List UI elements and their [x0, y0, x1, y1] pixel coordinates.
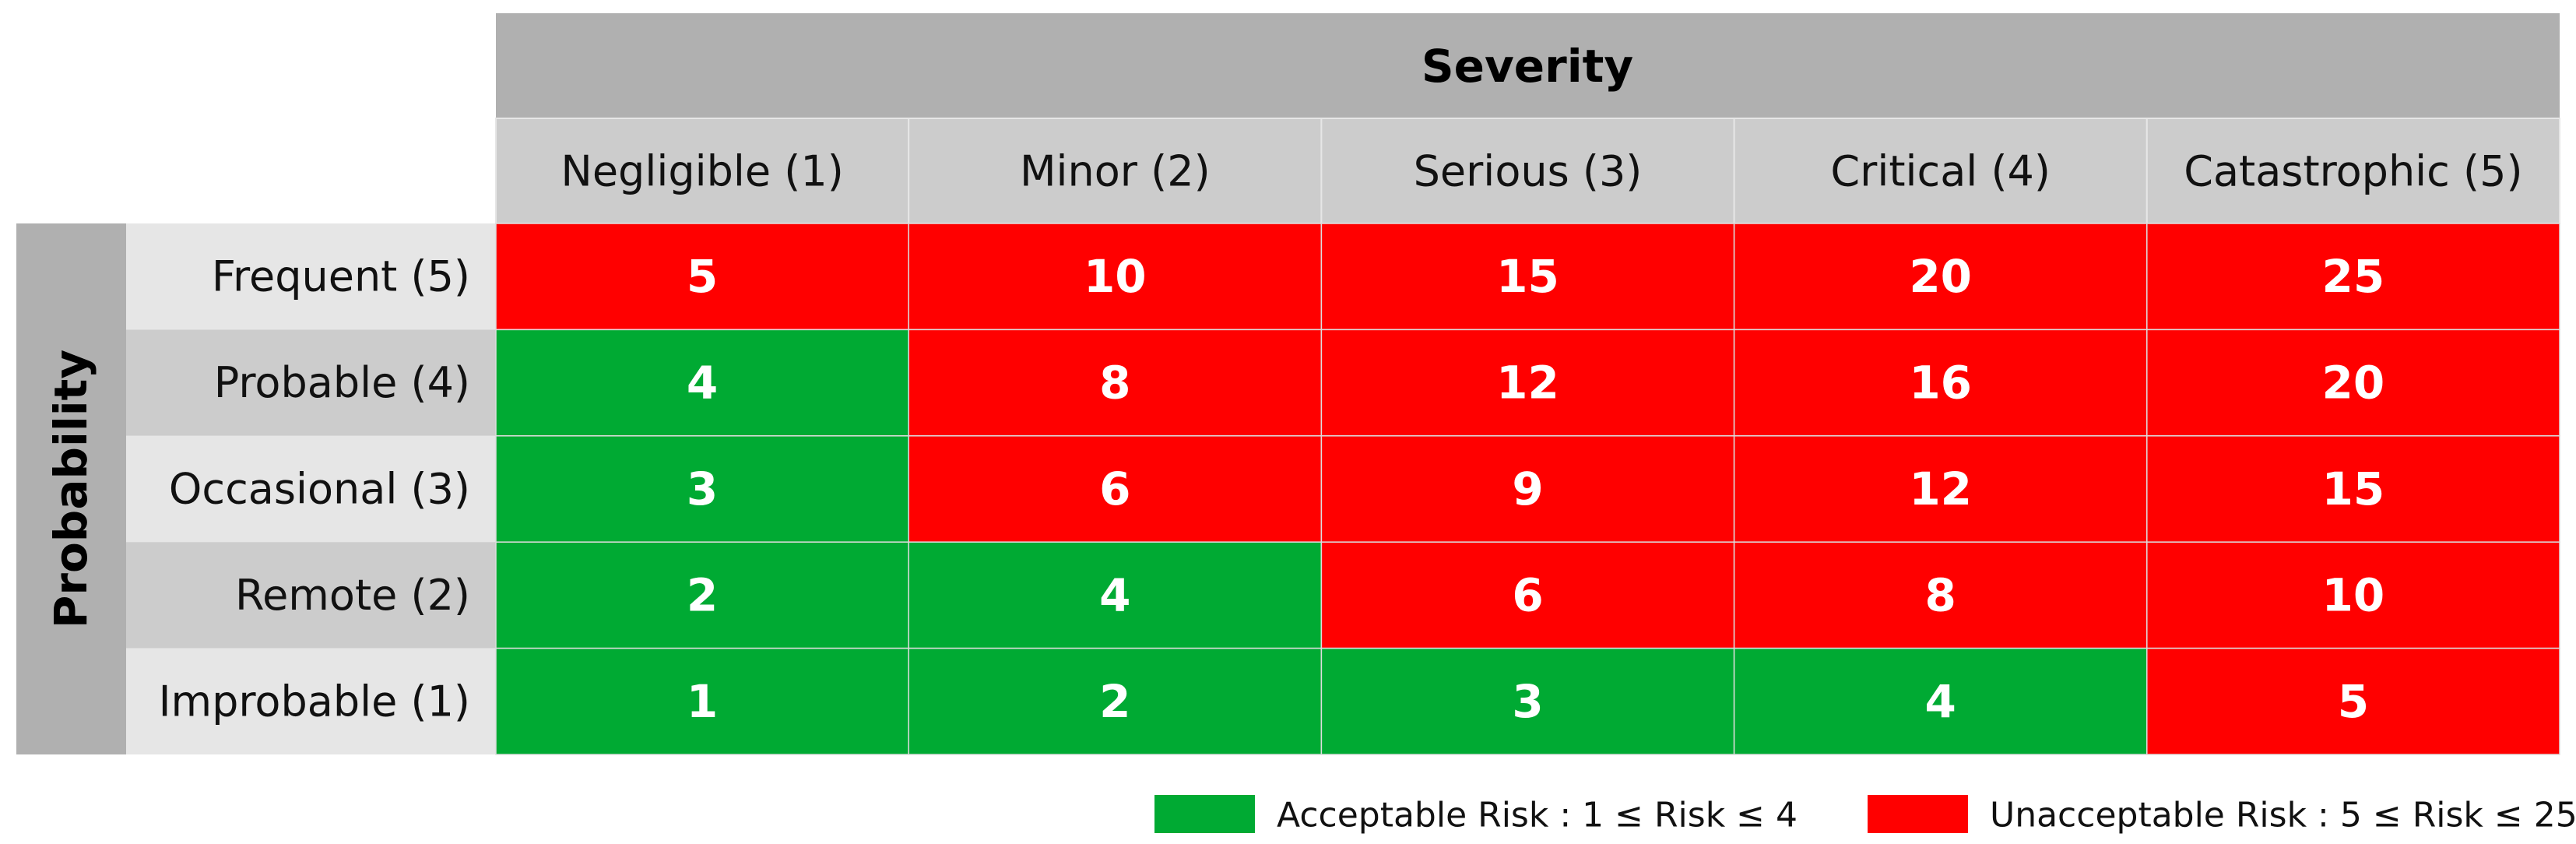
risk-value: 25 [2322, 250, 2385, 303]
column-header-cell [2145, 118, 2561, 224]
risk-value: 10 [1084, 250, 1147, 303]
risk-cell [495, 329, 909, 437]
risk-value: 5 [687, 250, 718, 303]
column-header-cell [1733, 118, 2148, 224]
column-header: Negligible (1) [561, 147, 843, 196]
row-header: Occasional (3) [169, 465, 470, 514]
legend-label: Acceptable Risk : 1 ≤ Risk ≤ 4 [1277, 796, 1798, 835]
row-header: Frequent (5) [212, 252, 470, 301]
risk-cell [908, 329, 1323, 437]
risk-value: 10 [2322, 568, 2385, 621]
row-header-cell [126, 435, 496, 543]
risk-cell [2146, 647, 2560, 755]
row-header-cell [126, 223, 496, 330]
legend-label: Unacceptable Risk : 5 ≤ Risk ≤ 25 [1990, 796, 2576, 835]
risk-cell [908, 647, 1323, 755]
risk-value: 16 [1909, 357, 1972, 410]
risk-cell [495, 647, 909, 755]
risk-cell [908, 223, 1323, 331]
column-header-cell [1320, 118, 1735, 224]
row-header-cell [126, 542, 496, 649]
column-header: Minor (2) [1020, 147, 1211, 196]
risk-cell [1733, 223, 2148, 331]
risk-cell [1320, 541, 1735, 649]
risk-value: 2 [1099, 675, 1130, 728]
risk-cell [2146, 435, 2560, 543]
risk-value: 4 [687, 357, 718, 410]
risk-cell [495, 541, 909, 649]
row-header: Improbable (1) [159, 677, 470, 726]
row-header: Remote (2) [235, 571, 470, 620]
risk-value: 12 [1496, 357, 1559, 410]
column-header: Serious (3) [1414, 147, 1643, 196]
risk-value: 5 [2338, 675, 2369, 728]
row-header: Probable (4) [214, 358, 470, 407]
risk-cell [495, 223, 909, 331]
risk-value: 20 [2322, 357, 2385, 410]
risk-value: 3 [1512, 675, 1543, 728]
risk-cell [2146, 541, 2560, 649]
probability-title: Probability [44, 350, 97, 628]
risk-cell [908, 541, 1323, 649]
risk-cell [1320, 223, 1735, 331]
risk-value: 9 [1512, 462, 1543, 515]
probability-band [16, 223, 126, 754]
risk-value: 3 [687, 462, 718, 515]
risk-value: 8 [1925, 568, 1956, 621]
risk-value: 1 [687, 675, 718, 728]
risk-cell [1733, 647, 2148, 755]
risk-value: 6 [1099, 462, 1130, 515]
risk-value: 4 [1925, 675, 1956, 728]
severity-title: Severity [1422, 40, 1633, 93]
column-header: Critical (4) [1830, 147, 2051, 196]
risk-cell [2146, 223, 2560, 331]
legend-swatch [1868, 795, 1968, 833]
risk-cell [1320, 647, 1735, 755]
legend-swatch [1154, 795, 1255, 833]
risk-cell [1733, 329, 2148, 437]
risk-cell [1733, 435, 2148, 543]
column-header: Catastrophic (5) [2184, 147, 2522, 196]
risk-cell [1320, 435, 1735, 543]
risk-cell [1320, 329, 1735, 437]
risk-value: 6 [1512, 568, 1543, 621]
risk-value: 8 [1099, 357, 1130, 410]
row-header-cell [126, 648, 496, 754]
risk-value: 15 [1496, 250, 1559, 303]
risk-value: 15 [2322, 462, 2385, 515]
risk-value: 12 [1909, 462, 1972, 515]
risk-cell [908, 435, 1323, 543]
risk-value: 4 [1099, 568, 1130, 621]
risk-cell [2146, 329, 2560, 437]
risk-value: 2 [687, 568, 718, 621]
severity-band [496, 13, 2560, 118]
row-header-cell [126, 329, 496, 436]
risk-cell [1733, 541, 2148, 649]
risk-value: 20 [1909, 250, 1972, 303]
